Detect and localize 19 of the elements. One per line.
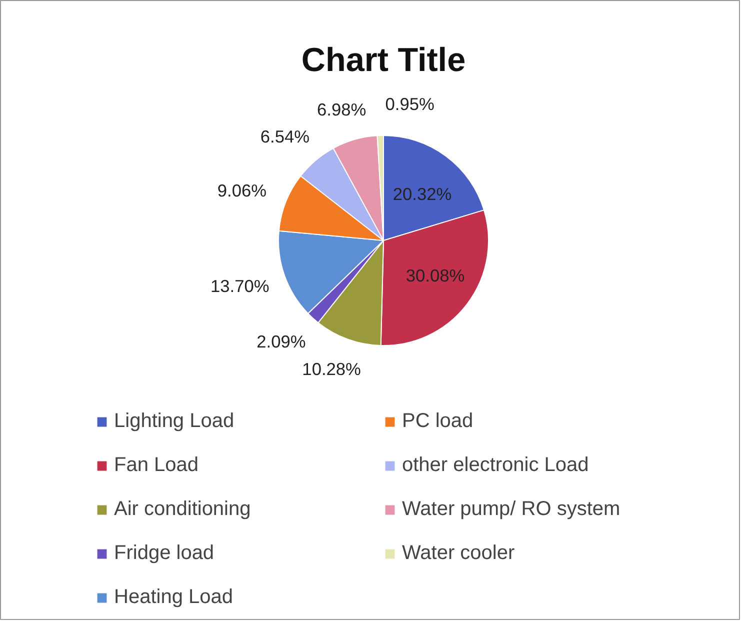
legend-label: other electronic Load [402,452,590,478]
legend-label: Lighting Load [114,408,236,434]
data-label: 13.70% [210,276,270,296]
legend-label: Water pump/ RO system [402,496,622,522]
data-label: 20.32% [392,184,452,204]
data-label: 6.54% [260,126,310,146]
chart-title: Chart Title [301,42,466,79]
legend-label: Water cooler [402,540,516,566]
legend-label: PC load [402,408,474,434]
data-label: 2.09% [256,332,306,352]
data-label: 10.28% [302,358,361,379]
legend-label: Fan Load [114,452,200,478]
legend-label: Fridge load [114,540,216,566]
data-label: 30.08% [406,265,465,286]
legend-label: Heating Load [114,584,234,610]
data-label: 6.98% [317,99,366,120]
data-label: 0.95% [385,94,434,114]
data-label: 9.06% [217,180,267,200]
legend-label: Air conditioning [114,496,252,522]
